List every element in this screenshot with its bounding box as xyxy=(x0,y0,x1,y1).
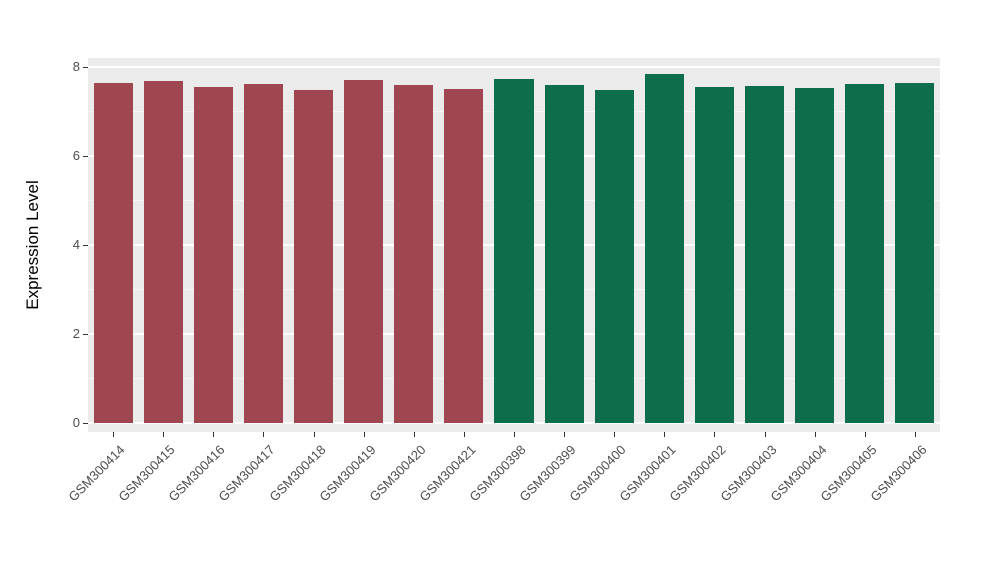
gridline-major xyxy=(88,422,940,424)
x-tick-mark xyxy=(714,432,716,437)
bar xyxy=(344,79,384,423)
y-tick-label: 6 xyxy=(72,148,80,163)
x-tick-mark xyxy=(263,432,265,437)
bar xyxy=(93,83,133,423)
x-tick-mark xyxy=(413,432,415,437)
y-tick-label: 0 xyxy=(72,415,80,430)
x-tick-mark xyxy=(163,432,165,437)
bar xyxy=(394,84,434,423)
bar xyxy=(895,83,935,423)
plot-panel xyxy=(88,58,940,432)
y-tick-mark xyxy=(83,334,88,335)
bar xyxy=(193,87,233,423)
x-tick-mark xyxy=(514,432,515,437)
gridline-major xyxy=(88,66,940,68)
y-tick-mark xyxy=(83,156,88,157)
bar xyxy=(444,88,484,423)
x-tick-mark xyxy=(764,432,766,437)
x-tick-mark xyxy=(814,432,816,437)
bar xyxy=(745,86,785,423)
bar xyxy=(544,84,584,423)
x-tick-mark xyxy=(463,432,465,437)
bar xyxy=(694,87,734,423)
bar xyxy=(494,79,534,423)
bar xyxy=(143,80,183,423)
y-tick-mark xyxy=(83,67,88,68)
bar xyxy=(293,90,334,423)
x-tick-mark xyxy=(363,432,365,437)
x-tick-mark xyxy=(564,432,566,437)
y-tick-label: 8 xyxy=(72,59,80,74)
bar xyxy=(845,83,885,423)
x-tick-mark xyxy=(864,432,866,437)
bar xyxy=(644,74,684,423)
y-tick-label: 2 xyxy=(72,326,80,341)
x-tick-mark xyxy=(313,432,315,437)
y-tick-mark xyxy=(83,423,88,424)
x-tick-mark xyxy=(664,432,666,437)
x-tick-mark xyxy=(914,432,916,437)
bar xyxy=(594,90,634,423)
bar xyxy=(243,83,283,423)
x-tick-mark xyxy=(213,432,215,437)
y-tick-mark xyxy=(83,245,88,246)
bar xyxy=(795,87,835,423)
y-tick-label: 4 xyxy=(72,237,80,252)
x-tick-mark xyxy=(113,432,115,437)
x-tick-mark xyxy=(614,432,616,437)
